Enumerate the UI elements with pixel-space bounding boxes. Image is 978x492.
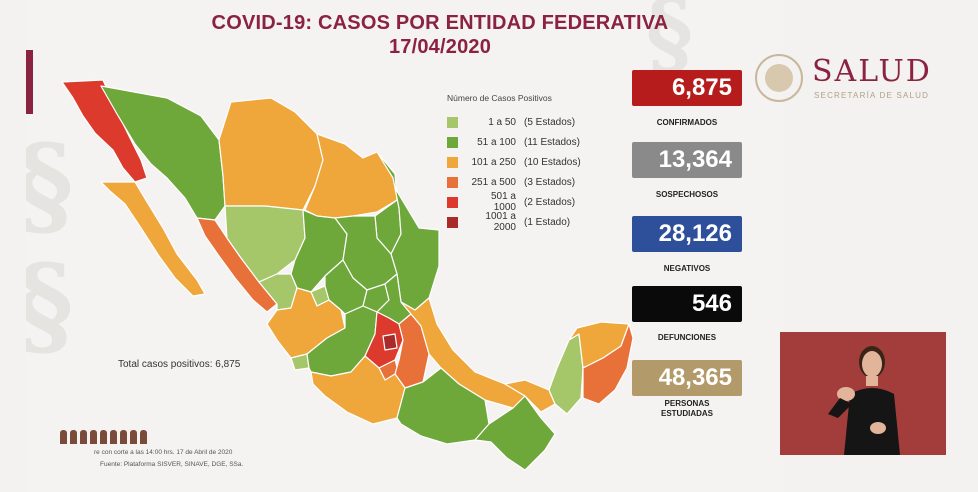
mexico-map xyxy=(61,79,634,471)
state-coahuila xyxy=(304,133,398,219)
legend-swatch xyxy=(447,116,458,128)
brand-name: SALUD xyxy=(812,54,932,89)
sign-language-interpreter-video xyxy=(780,332,946,455)
state-jalisco xyxy=(266,287,346,359)
decor-pattern: § xyxy=(26,120,74,249)
state-chiapas xyxy=(474,395,556,471)
person-icon xyxy=(140,430,147,444)
stat-defunciones-label: DEFUNCIONES xyxy=(657,333,717,342)
stat-negativos-value: 28,126 xyxy=(632,216,742,252)
person-icon xyxy=(130,430,137,444)
page-date: 17/04/2020 xyxy=(388,36,492,58)
person-icon xyxy=(90,430,97,444)
stat-defunciones-value: 546 xyxy=(632,286,742,322)
page-title: COVID-19: CASOS POR ENTIDAD FEDERATIVA xyxy=(211,12,669,34)
state-ciudad-de-mexico xyxy=(382,333,398,351)
government-seal-icon xyxy=(755,54,803,102)
legend-item: 51 a 100 (11 Estados) xyxy=(447,132,581,152)
state-baja-california-sur xyxy=(100,181,206,297)
legend-item: 501 a 1000 (2 Estados) xyxy=(447,191,581,213)
brand-subtitle: SECRETARÍA DE SALUD xyxy=(814,91,930,100)
legend-range: 501 a 1000 xyxy=(490,191,516,213)
stat-negativos-label: NEGATIVOS xyxy=(663,264,711,273)
state-sinaloa xyxy=(196,217,278,313)
people-icon-row xyxy=(60,430,147,444)
person-icon xyxy=(60,430,67,444)
stat-sospechosos-label: SOSPECHOSOS xyxy=(655,190,719,199)
legend-count: (10 Estados) xyxy=(524,156,581,168)
legend-swatch xyxy=(447,176,458,188)
person-icon xyxy=(70,430,77,444)
state-campeche xyxy=(548,333,584,415)
map-legend: Número de Casos Positivos 1 a 50 (5 Estad… xyxy=(447,93,581,233)
legend-range: 251 a 500 xyxy=(471,176,517,188)
legend-swatch xyxy=(447,216,458,228)
footnote-cutoff: re con corte a las 14:00 hrs. 17 de Abri… xyxy=(94,449,233,456)
state-quintana-roo xyxy=(582,323,634,405)
person-icon xyxy=(80,430,87,444)
legend-range: 51 a 100 xyxy=(477,136,516,148)
person-icon xyxy=(120,430,127,444)
legend-item: 1 a 50 (5 Estados) xyxy=(447,112,581,132)
state-zacatecas xyxy=(290,209,348,293)
stat-personas-label-1: PERSONAS xyxy=(664,399,710,408)
accent-bar xyxy=(26,50,33,114)
legend-title: Número de Casos Positivos xyxy=(447,93,552,103)
legend-item: 251 a 500 (3 Estados) xyxy=(447,172,581,192)
legend-range: 101 a 250 xyxy=(471,156,517,168)
state-guerrero xyxy=(310,355,406,425)
stat-personas-label-2: ESTUDIADAS xyxy=(660,409,713,418)
interpreter-figure xyxy=(828,346,900,455)
legend-count: (11 Estados) xyxy=(524,136,580,148)
total-cases-label: Total casos positivos: 6,875 xyxy=(118,359,241,370)
legend-item: 1001 a 2000 (1 Estado) xyxy=(447,211,581,233)
legend-count: (2 Estados) xyxy=(524,196,576,208)
person-icon xyxy=(100,430,107,444)
legend-count: (1 Estado) xyxy=(524,216,571,228)
person-icon xyxy=(110,430,117,444)
legend-count: (5 Estados) xyxy=(524,116,576,128)
decor-pattern: § xyxy=(26,240,74,369)
stat-personas-value: 48,365 xyxy=(632,360,742,396)
legend-count: (3 Estados) xyxy=(524,176,576,188)
footnote-source: Fuente: Plataforma SISVER, SINAVE, DGE, … xyxy=(100,461,244,468)
legend-swatch xyxy=(447,156,458,168)
stat-confirmados-label: CONFIRMADOS xyxy=(656,118,718,127)
state-chihuahua xyxy=(218,97,324,211)
legend-range: 1001 a 2000 xyxy=(485,211,516,233)
legend-item: 101 a 250 (10 Estados) xyxy=(447,152,581,172)
legend-range: 1 a 50 xyxy=(488,116,516,128)
stat-confirmados-value: 6,875 xyxy=(632,70,742,106)
stat-sospechosos-value: 13,364 xyxy=(632,142,742,178)
legend-swatch xyxy=(447,196,458,208)
state-durango xyxy=(224,205,306,283)
legend-swatch xyxy=(447,136,458,148)
